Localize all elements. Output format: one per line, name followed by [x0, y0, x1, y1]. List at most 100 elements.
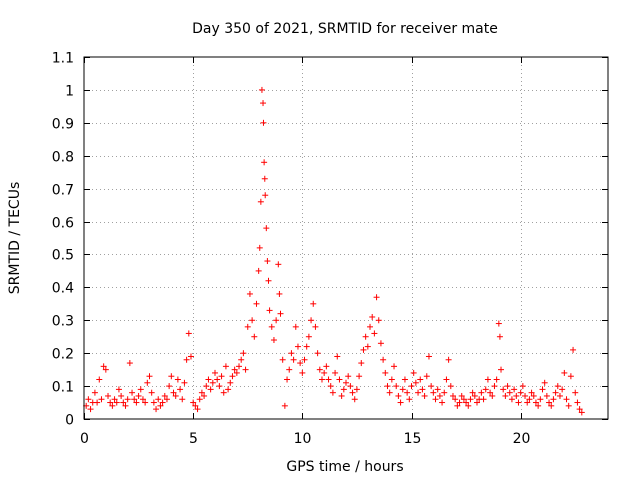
data-point — [148, 389, 155, 396]
data-point — [415, 389, 422, 396]
data-point — [336, 376, 343, 383]
data-point — [111, 396, 118, 403]
data-point — [150, 399, 157, 406]
data-point — [550, 396, 557, 403]
data-point — [212, 369, 218, 376]
data-point — [364, 343, 371, 350]
data-point — [265, 277, 272, 284]
data-point — [358, 360, 365, 367]
y-tick-label: 0.2 — [52, 347, 74, 363]
data-point — [332, 369, 339, 376]
data-point — [546, 399, 553, 406]
y-tick-label: 0.6 — [52, 216, 74, 232]
data-point — [447, 383, 454, 390]
data-point — [532, 399, 539, 406]
data-point — [384, 383, 391, 390]
data-point — [362, 333, 369, 340]
data-point — [98, 396, 105, 403]
data-point — [443, 376, 450, 383]
data-point — [146, 373, 153, 380]
data-point — [261, 159, 268, 166]
data-point — [425, 353, 432, 360]
x-tick-label: 10 — [294, 431, 312, 447]
data-point — [244, 323, 251, 330]
data-point — [511, 386, 518, 393]
data-point — [574, 399, 581, 406]
data-point — [484, 376, 491, 383]
data-point — [225, 386, 232, 393]
data-point — [303, 343, 310, 350]
data-point — [168, 373, 175, 380]
data-point — [256, 244, 263, 251]
data-point — [249, 317, 256, 324]
data-point — [458, 392, 465, 399]
data-point — [277, 310, 284, 317]
data-point — [246, 290, 253, 297]
data-point — [105, 392, 112, 399]
data-point — [238, 356, 245, 363]
data-point — [572, 389, 579, 396]
data-point — [181, 379, 188, 386]
data-point — [323, 363, 330, 370]
data-point — [214, 376, 221, 383]
data-point — [318, 376, 325, 383]
data-points — [83, 86, 585, 416]
data-point — [541, 379, 548, 386]
data-point — [261, 175, 268, 182]
data-point — [218, 373, 225, 380]
data-point — [264, 258, 271, 265]
data-point — [209, 379, 216, 386]
data-point — [301, 356, 308, 363]
data-point — [201, 392, 208, 399]
data-point — [391, 363, 398, 370]
data-point — [434, 386, 441, 393]
data-point — [139, 396, 146, 403]
data-point — [142, 399, 149, 406]
data-point — [144, 379, 151, 386]
data-point — [537, 396, 544, 403]
data-point — [334, 353, 341, 360]
y-tick-label: 1.1 — [52, 51, 74, 67]
data-point — [436, 392, 443, 399]
y-tick-label: 0.9 — [52, 117, 74, 133]
data-point — [343, 379, 349, 386]
x-axis-label: GPS time / hours — [286, 459, 403, 475]
data-point — [543, 392, 550, 399]
data-point — [284, 376, 291, 383]
data-point — [268, 323, 275, 330]
y-tick-label: 0.7 — [52, 183, 74, 199]
data-point — [410, 369, 417, 376]
data-point — [198, 389, 205, 396]
data-point — [292, 323, 299, 330]
data-point — [356, 373, 363, 380]
data-point — [325, 376, 332, 383]
data-point — [480, 396, 487, 403]
data-point — [87, 406, 94, 413]
data-point — [340, 386, 347, 393]
data-point — [556, 392, 563, 399]
data-point — [561, 369, 568, 376]
data-point — [96, 376, 103, 383]
data-point — [135, 392, 142, 399]
data-point — [406, 396, 413, 403]
data-point — [401, 376, 408, 383]
data-point — [578, 409, 585, 416]
data-point — [85, 396, 92, 403]
data-point — [471, 392, 478, 399]
data-point — [179, 396, 186, 403]
data-point — [316, 366, 323, 373]
data-point — [570, 346, 577, 353]
data-point — [522, 392, 529, 399]
data-point — [275, 261, 282, 268]
data-point — [428, 383, 435, 390]
data-point — [399, 386, 406, 393]
data-point — [100, 363, 107, 370]
data-point — [338, 392, 345, 399]
data-point — [327, 383, 334, 390]
data-point — [170, 389, 177, 396]
data-point — [519, 383, 526, 390]
data-point — [388, 376, 395, 383]
data-point — [467, 396, 474, 403]
data-point — [126, 360, 133, 367]
